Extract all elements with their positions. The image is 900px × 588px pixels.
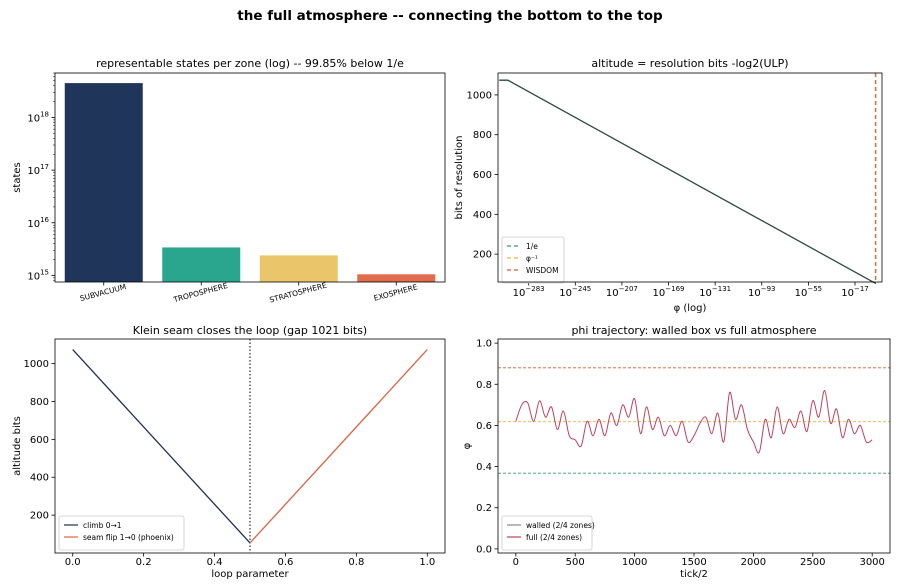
y-tick-label: 0.6 (476, 421, 492, 432)
y-tick-label: 1000 (24, 359, 49, 370)
x-tick-label: 10−169 (653, 285, 685, 299)
plot-frame (497, 72, 883, 283)
x-tick-label: 2000 (741, 557, 766, 568)
y-tick-label: 1015 (27, 268, 49, 282)
y-tick-label: 1017 (27, 163, 49, 177)
x-tick-label: 2500 (800, 557, 825, 568)
y-axis-label: bits of resolution (454, 136, 465, 220)
figure-title: the full atmosphere -- connecting the bo… (237, 8, 663, 24)
x-tick-label: 3000 (859, 557, 884, 568)
bar (64, 83, 143, 283)
y-tick-label: 1.0 (476, 339, 492, 350)
x-tick-label: 1000 (622, 557, 647, 568)
x-tick-label: 10−17 (841, 285, 869, 299)
x-tick-label: 10−207 (606, 285, 638, 299)
y-tick-label: 1016 (27, 216, 49, 230)
x-tick-label: 0.6 (278, 557, 294, 568)
x-tick-label: 1500 (681, 557, 706, 568)
y-axis-label: altitude bits (12, 416, 23, 476)
x-axis-label: φ (log) (674, 303, 707, 314)
x-tick-label: 0 (513, 557, 519, 568)
x-tick-label: 500 (566, 557, 585, 568)
series-line (249, 349, 428, 544)
y-tick-label: 0.0 (476, 544, 492, 555)
y-tick-label: 800 (473, 130, 492, 141)
plot-frame (54, 338, 446, 554)
series-line (72, 349, 251, 544)
plot-frame (497, 338, 891, 554)
legend-label: walled (2/4 zones) (526, 521, 595, 530)
x-tick-label: 10−93 (748, 285, 776, 299)
x-tick-label: 0.8 (348, 557, 364, 568)
legend-label: WISDOM (526, 266, 559, 275)
legend-box (58, 515, 185, 551)
x-axis-label: loop parameter (211, 569, 289, 580)
y-axis-label: states (12, 162, 23, 193)
bar (259, 255, 338, 282)
y-tick-label: 200 (473, 250, 492, 261)
bar (357, 274, 436, 282)
legend-label: seam flip 1→0 (phoenix) (83, 533, 174, 542)
legend-label: climb 0→1 (83, 521, 122, 530)
y-tick-label: 600 (473, 170, 492, 181)
y-tick-label: 800 (30, 397, 49, 408)
y-tick-label: 0.4 (476, 462, 492, 473)
x-axis-label: tick/2 (680, 569, 708, 580)
legend-label: full (2/4 zones) (526, 533, 582, 542)
y-tick-label: 400 (30, 473, 49, 484)
legend-label: φ⁻¹ (526, 254, 538, 263)
x-tick-label: 10−55 (795, 285, 823, 299)
legend-label: 1/e (526, 242, 538, 251)
x-tick-label: 1.0 (419, 557, 435, 568)
chart-title: phi trajectory: walled box vs full atmos… (571, 324, 816, 337)
y-tick-label: 200 (30, 511, 49, 522)
y-axis-label: φ (462, 442, 473, 449)
chart-title: Klein seam closes the loop (gap 1021 bit… (133, 324, 367, 337)
x-tick-label: 10−283 (513, 285, 545, 299)
x-tick-label: 0.0 (65, 557, 81, 568)
x-tick-label: SUBVACUUM (79, 282, 127, 303)
y-tick-label: 600 (30, 435, 49, 446)
y-tick-label: 1018 (27, 110, 49, 124)
legend-box (501, 515, 593, 551)
series-line (499, 79, 877, 285)
y-tick-label: 400 (473, 210, 492, 221)
y-tick-label: 0.2 (476, 503, 492, 514)
x-tick-label: 0.4 (207, 557, 223, 568)
chart-title: representable states per zone (log) -- 9… (96, 57, 404, 70)
series-line (515, 389, 873, 454)
y-tick-label: 0.8 (476, 380, 492, 391)
x-tick-label: 10−245 (559, 285, 591, 299)
legend-box (501, 236, 565, 284)
x-tick-label: STRATOSPHERE (268, 281, 327, 305)
bar (162, 247, 241, 282)
x-tick-label: 10−131 (699, 285, 731, 299)
plot-frame (54, 72, 446, 283)
x-tick-label: 0.2 (136, 557, 152, 568)
x-tick-label: EXOSPHERE (373, 282, 419, 302)
chart-title: altitude = resolution bits -log2(ULP) (591, 57, 788, 70)
x-tick-label: TROPOSPHERE (172, 281, 229, 304)
y-tick-label: 1000 (467, 90, 492, 101)
